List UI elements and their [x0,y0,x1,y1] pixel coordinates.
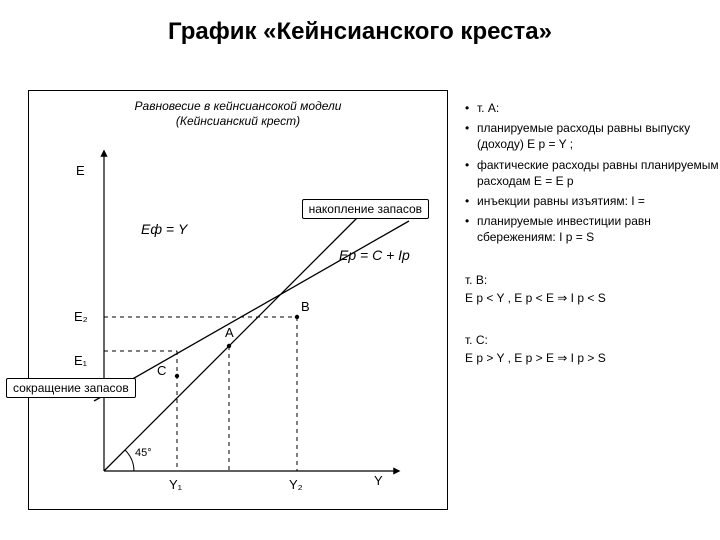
slide-title: График «Кейнсианского креста» [0,18,720,46]
bullet-3: фактические расходы равны планируемым ра… [465,157,720,189]
chart-svg [29,91,447,509]
label-point-c: C [157,363,166,378]
point-c-line: E p > Y , E p > E ⇒ I p > S [465,350,720,366]
label-e2: E₂ [74,309,88,324]
point-c-block: т. С: E p > Y , E p > E ⇒ I p > S [465,332,720,366]
point-b-head: т. В: [465,272,720,288]
bullet-2: планируемые расходы равны выпуску (доход… [465,120,720,152]
label-y1: Y₁ [169,477,182,492]
bullet-4: инъекции равны изъятиям: I = [465,193,720,209]
label-e1: E₁ [74,353,87,368]
bullet-5: планируемые инвестиции равн сбережениям:… [465,213,720,245]
callout-reduction: сокращение запасов [6,378,136,398]
point-b-marker [295,315,299,319]
bullet-1: т. А: [465,100,720,116]
chart-container: Равновесие в кейнсиансокой модели (Кейнс… [28,90,448,510]
point-c-head: т. С: [465,332,720,348]
line-45deg [104,201,374,471]
right-column: т. А: планируемые расходы равны выпуску … [465,100,720,366]
label-e-axis: E [76,163,85,178]
arc-45 [125,450,134,471]
label-y-axis: Y [374,473,383,488]
label-y2: Y₂ [289,477,303,492]
point-b-line: E p < Y , E p < E ⇒ I p < S [465,290,720,306]
label-45deg: 45° [135,447,152,459]
label-ep-eq: Ep = C + Ip [339,247,410,263]
point-b-block: т. В: E p < Y , E p < E ⇒ I p < S [465,272,720,306]
point-a-marker [227,344,231,348]
callout-accumulation: накопление запасов [302,199,429,219]
label-point-b: B [301,299,310,314]
point-c-marker [175,374,179,378]
label-point-a: A [225,325,234,340]
slide: График «Кейнсианского креста» Равновесие… [0,0,720,540]
label-efy: Eф = Y [141,221,187,237]
